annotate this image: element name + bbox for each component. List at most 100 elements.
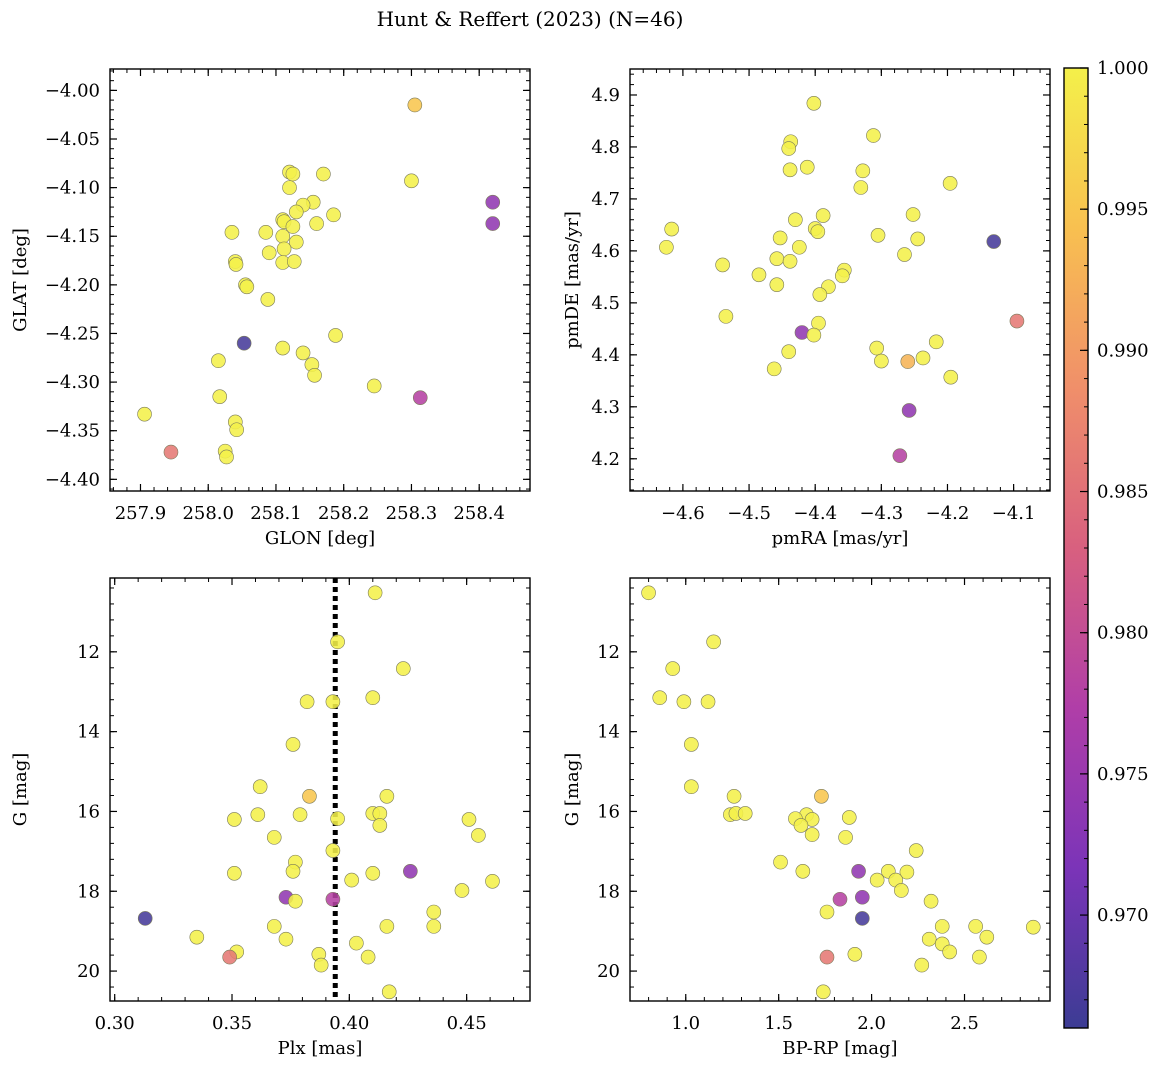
y-tick-label: −4.10 bbox=[45, 178, 100, 199]
data-point bbox=[715, 257, 730, 273]
data-point bbox=[943, 369, 959, 385]
data-point bbox=[454, 883, 470, 898]
y-tick-label: −4.20 bbox=[45, 275, 100, 296]
data-point bbox=[212, 389, 228, 404]
data-point bbox=[372, 818, 388, 833]
data-point bbox=[252, 779, 268, 795]
data-point bbox=[288, 893, 303, 909]
data-point bbox=[851, 864, 866, 879]
data-point bbox=[874, 353, 889, 369]
data-point bbox=[900, 354, 916, 369]
data-point bbox=[751, 267, 767, 283]
x-tick-label: 0.45 bbox=[447, 1013, 487, 1034]
data-point bbox=[189, 929, 205, 945]
data-point bbox=[137, 911, 153, 926]
data-point bbox=[1009, 313, 1025, 329]
x-tick-label: 258.4 bbox=[453, 503, 505, 524]
x-tick-label: −4.2 bbox=[926, 503, 970, 524]
data-point bbox=[266, 830, 282, 845]
data-point bbox=[227, 866, 242, 881]
data-point bbox=[892, 448, 908, 463]
x-tick-label: −4.6 bbox=[661, 503, 705, 524]
data-point bbox=[316, 166, 331, 182]
data-point bbox=[407, 97, 423, 113]
data-point bbox=[894, 883, 909, 898]
data-point bbox=[330, 634, 345, 650]
data-point bbox=[367, 585, 383, 601]
y-tick-label: 4.7 bbox=[591, 189, 620, 210]
y-tick-label: 14 bbox=[77, 722, 100, 743]
data-point bbox=[229, 422, 244, 438]
data-point bbox=[366, 378, 382, 394]
panel-3: 0.30 0.35 0.40 0.45 12 14 16 18 20 Plx [mas] G [ma… bbox=[10, 577, 531, 1059]
y-tick-label: 20 bbox=[597, 961, 620, 982]
data-point bbox=[288, 234, 304, 250]
data-point bbox=[426, 919, 442, 934]
y-tick-label: 4.6 bbox=[591, 241, 620, 262]
data-points bbox=[137, 585, 500, 1000]
data-point bbox=[325, 843, 341, 858]
data-point bbox=[928, 334, 944, 350]
y-axis-label: GLAT [deg] bbox=[10, 228, 31, 332]
data-point bbox=[403, 864, 418, 879]
data-point bbox=[381, 984, 397, 1000]
x-tick-label: −4.5 bbox=[727, 503, 771, 524]
data-point bbox=[901, 403, 917, 418]
data-point bbox=[986, 234, 1002, 249]
data-point bbox=[285, 219, 301, 234]
x-tick-label: 2.0 bbox=[857, 1013, 886, 1034]
data-point bbox=[838, 830, 853, 845]
data-point bbox=[302, 788, 317, 804]
y-tick-label: 18 bbox=[77, 881, 100, 902]
data-point bbox=[773, 854, 788, 870]
data-point bbox=[282, 180, 297, 195]
data-point bbox=[781, 344, 797, 360]
colorbar-tick-label: 0.975 bbox=[1097, 764, 1149, 785]
y-tick-label: −4.35 bbox=[45, 421, 100, 442]
data-point bbox=[261, 245, 277, 261]
data-point bbox=[795, 864, 811, 879]
data-point bbox=[934, 919, 950, 934]
data-point bbox=[815, 984, 831, 1000]
data-point bbox=[972, 949, 987, 965]
data-point bbox=[855, 911, 870, 926]
data-point bbox=[772, 230, 788, 246]
data-point bbox=[275, 228, 291, 244]
x-tick-label: −4.4 bbox=[793, 503, 837, 524]
x-tick-label: 258.3 bbox=[386, 503, 438, 524]
data-point bbox=[676, 694, 692, 710]
colorbar-tick-label: 1.000 bbox=[1097, 58, 1149, 79]
y-tick-label: −4.15 bbox=[45, 226, 100, 247]
colorbar: 0.970 0.975 0.980 0.985 0.990 0.995 1.000 bbox=[1063, 58, 1149, 1029]
x-tick-label: 1.5 bbox=[764, 1013, 793, 1034]
data-point bbox=[968, 919, 983, 934]
data-point bbox=[819, 949, 835, 965]
data-point bbox=[869, 872, 885, 888]
data-point bbox=[285, 737, 301, 752]
data-point bbox=[404, 173, 419, 189]
data-points bbox=[137, 97, 501, 465]
data-point bbox=[819, 904, 835, 920]
data-point bbox=[853, 180, 869, 195]
data-point bbox=[326, 207, 341, 223]
data-point bbox=[330, 811, 345, 826]
y-tick-label: −4.25 bbox=[45, 323, 100, 344]
data-point bbox=[275, 340, 291, 356]
panel-1: 257.9 258.0 258.1 258.2 258.3 258.4 −4.40 −4.35… bbox=[10, 68, 531, 549]
data-point bbox=[942, 944, 957, 960]
data-point bbox=[227, 812, 242, 827]
data-point bbox=[313, 957, 329, 973]
y-tick-label: 4.5 bbox=[591, 293, 620, 314]
data-point bbox=[236, 335, 252, 351]
colorbar-tick-label: 0.980 bbox=[1097, 623, 1149, 644]
data-point bbox=[794, 325, 810, 340]
data-point bbox=[328, 328, 343, 343]
data-point bbox=[365, 866, 381, 881]
x-tick-label: 0.40 bbox=[329, 1013, 369, 1034]
data-point bbox=[804, 827, 820, 842]
data-point bbox=[344, 872, 359, 888]
y-tick-label: 12 bbox=[597, 642, 620, 663]
data-point bbox=[806, 96, 822, 111]
data-point bbox=[769, 251, 785, 266]
data-point bbox=[810, 224, 826, 239]
